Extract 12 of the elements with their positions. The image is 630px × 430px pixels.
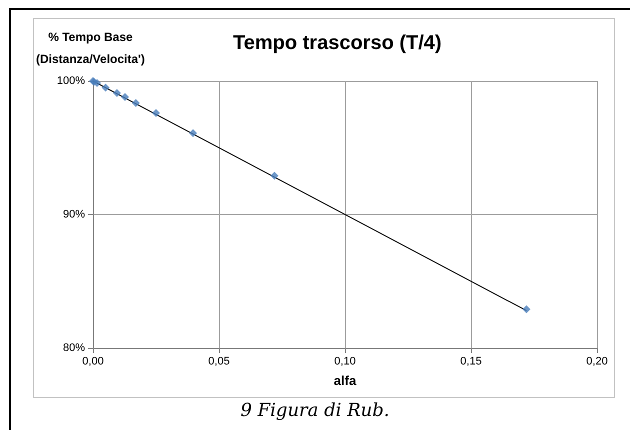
y-axis-title: % Tempo Base (Distanza/Velocita') — [36, 29, 145, 68]
x-tick-label: 0,15 — [460, 356, 482, 368]
chart-title: Tempo trascorso (T/4) — [233, 32, 442, 54]
x-tick-label: 0,20 — [586, 356, 608, 368]
text: 9 Figura di Rub. — [240, 400, 390, 421]
y-tick-label: 80% — [62, 342, 86, 354]
x-tick-label: 0,00 — [82, 356, 104, 368]
x-tick-label: 0,05 — [208, 356, 230, 368]
x-tick-label: 0,10 — [334, 356, 356, 368]
x-axis-title: alfa — [334, 373, 357, 388]
y-tick-label: 100% — [56, 75, 86, 87]
y-tick-label: 90% — [62, 208, 86, 220]
